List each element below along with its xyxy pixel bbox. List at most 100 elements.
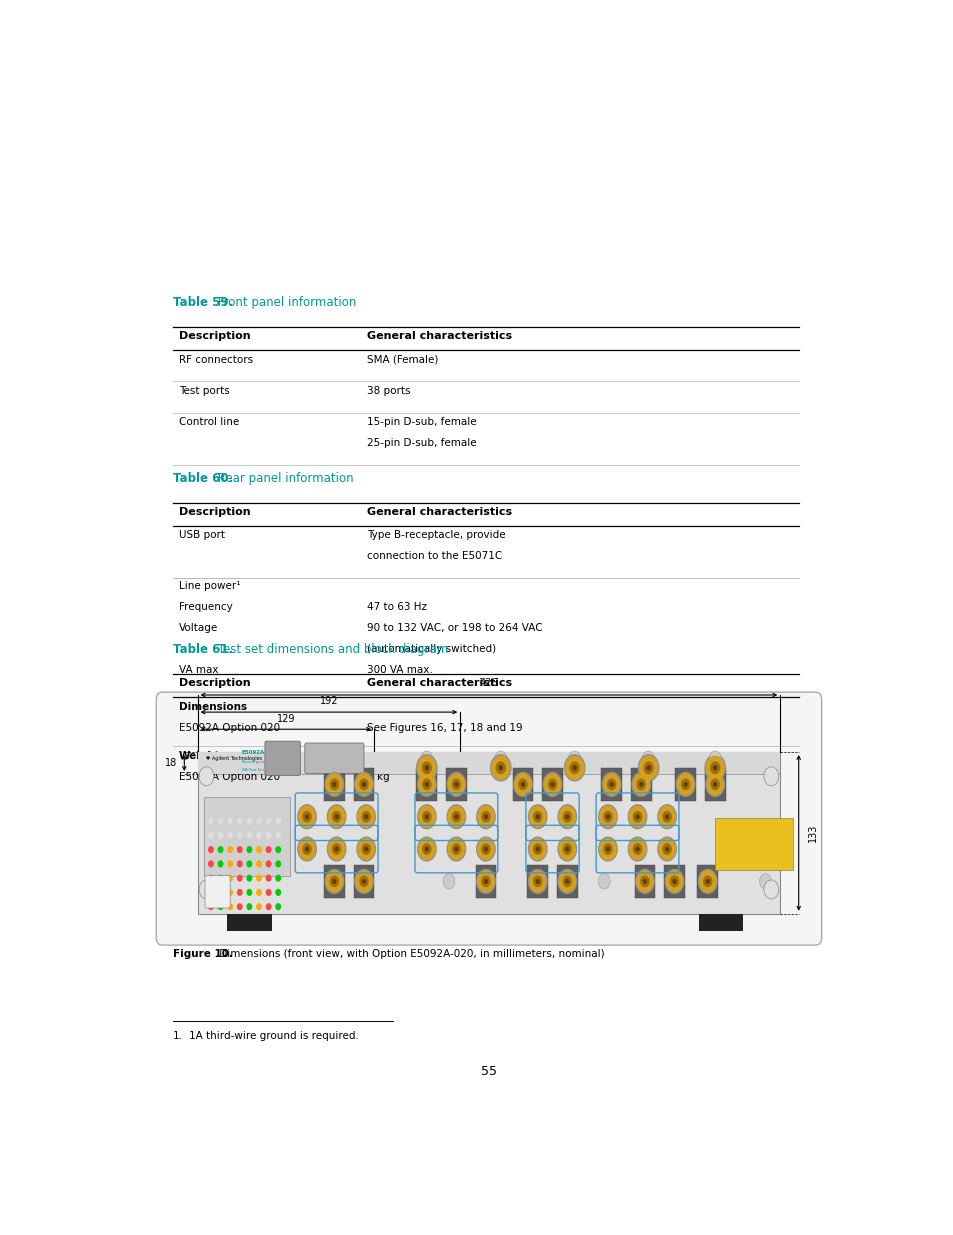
Circle shape (492, 756, 509, 779)
Bar (697, 866, 718, 898)
Circle shape (558, 839, 575, 860)
Circle shape (328, 839, 344, 860)
Text: 47 to 63 Hz: 47 to 63 Hz (367, 601, 427, 611)
Circle shape (237, 847, 242, 852)
Circle shape (476, 869, 495, 893)
Text: Front panel information: Front panel information (213, 295, 355, 309)
Circle shape (305, 815, 308, 819)
Circle shape (639, 783, 642, 787)
Bar (512, 768, 533, 800)
Circle shape (636, 847, 639, 851)
Circle shape (570, 762, 578, 773)
Circle shape (209, 832, 213, 839)
Circle shape (548, 779, 556, 789)
Bar (527, 866, 547, 898)
Circle shape (565, 879, 568, 883)
Circle shape (328, 806, 344, 827)
Text: PORT CONNECTION: PORT CONNECTION (228, 800, 266, 804)
Circle shape (565, 847, 568, 851)
Text: General characteristics: General characteristics (367, 331, 512, 341)
Circle shape (228, 819, 233, 824)
Circle shape (327, 805, 346, 829)
Circle shape (484, 847, 487, 851)
Circle shape (237, 889, 242, 895)
Circle shape (476, 837, 495, 861)
Circle shape (676, 773, 694, 797)
Circle shape (665, 871, 682, 892)
Text: Table 60.: Table 60. (173, 472, 233, 484)
Circle shape (266, 819, 271, 824)
Circle shape (498, 766, 502, 769)
Circle shape (529, 839, 545, 860)
Circle shape (447, 837, 465, 861)
Circle shape (275, 861, 280, 867)
Circle shape (298, 839, 314, 860)
Circle shape (558, 806, 575, 827)
Circle shape (330, 876, 338, 887)
Text: E5092: E5092 (746, 830, 760, 834)
Circle shape (335, 847, 337, 851)
Circle shape (275, 832, 280, 839)
Circle shape (606, 815, 609, 819)
Circle shape (665, 815, 668, 819)
Circle shape (628, 837, 646, 861)
Circle shape (536, 847, 538, 851)
Circle shape (638, 755, 659, 781)
Text: Frequency: Frequency (179, 601, 233, 611)
Text: RF connectors: RF connectors (179, 354, 253, 364)
Circle shape (325, 869, 343, 893)
Circle shape (573, 766, 576, 769)
Circle shape (452, 811, 460, 823)
Circle shape (658, 837, 676, 861)
Text: Control line: Control line (179, 417, 239, 427)
Circle shape (416, 755, 436, 781)
Circle shape (355, 774, 372, 795)
Circle shape (417, 756, 436, 779)
Circle shape (562, 876, 571, 887)
Circle shape (199, 767, 213, 785)
Circle shape (598, 805, 617, 829)
Circle shape (448, 806, 464, 827)
Circle shape (481, 811, 490, 823)
Circle shape (710, 762, 719, 773)
Circle shape (680, 779, 689, 789)
Circle shape (275, 889, 280, 895)
Circle shape (422, 811, 431, 823)
Circle shape (477, 806, 494, 827)
Circle shape (209, 861, 213, 867)
Bar (203, 798, 290, 876)
Circle shape (247, 876, 252, 881)
Circle shape (629, 806, 645, 827)
Circle shape (325, 773, 343, 797)
Circle shape (662, 844, 671, 855)
Circle shape (237, 819, 242, 824)
Circle shape (418, 839, 435, 860)
Circle shape (362, 844, 370, 855)
Circle shape (706, 774, 722, 795)
Circle shape (710, 779, 719, 789)
Circle shape (518, 779, 526, 789)
Circle shape (218, 847, 222, 852)
Text: E5092A Option 020: E5092A Option 020 (179, 772, 280, 782)
Circle shape (247, 889, 252, 895)
Circle shape (564, 755, 584, 781)
Circle shape (228, 847, 233, 852)
Circle shape (364, 815, 367, 819)
Circle shape (256, 876, 261, 881)
Text: Description: Description (179, 678, 251, 688)
Circle shape (631, 773, 650, 797)
Circle shape (266, 889, 271, 895)
Circle shape (598, 837, 617, 861)
Circle shape (495, 751, 506, 766)
Circle shape (708, 751, 720, 766)
Circle shape (355, 869, 373, 893)
Circle shape (209, 876, 213, 881)
Circle shape (247, 819, 252, 824)
Circle shape (528, 837, 546, 861)
Circle shape (448, 774, 464, 795)
Circle shape (247, 861, 252, 867)
Text: ⚠ Avoid Excess drive input: ⚠ Avoid Excess drive input (732, 841, 774, 846)
FancyBboxPatch shape (205, 876, 230, 908)
Circle shape (209, 819, 213, 824)
Circle shape (359, 779, 368, 789)
